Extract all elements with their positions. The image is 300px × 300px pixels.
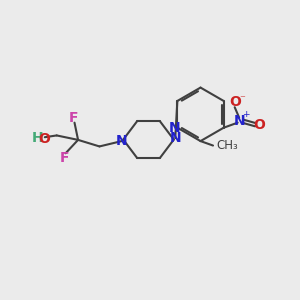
- Text: O: O: [38, 132, 50, 146]
- Text: H: H: [32, 131, 43, 145]
- Text: ⁻: ⁻: [239, 94, 245, 104]
- Text: F: F: [69, 111, 79, 125]
- Text: N: N: [116, 134, 128, 148]
- Text: CH₃: CH₃: [217, 139, 238, 152]
- Text: F: F: [59, 151, 69, 165]
- Text: +: +: [242, 110, 250, 119]
- Text: O: O: [254, 118, 266, 132]
- Text: N: N: [233, 114, 245, 128]
- Text: O: O: [229, 95, 241, 109]
- Text: N: N: [169, 131, 181, 145]
- Text: N: N: [169, 121, 181, 135]
